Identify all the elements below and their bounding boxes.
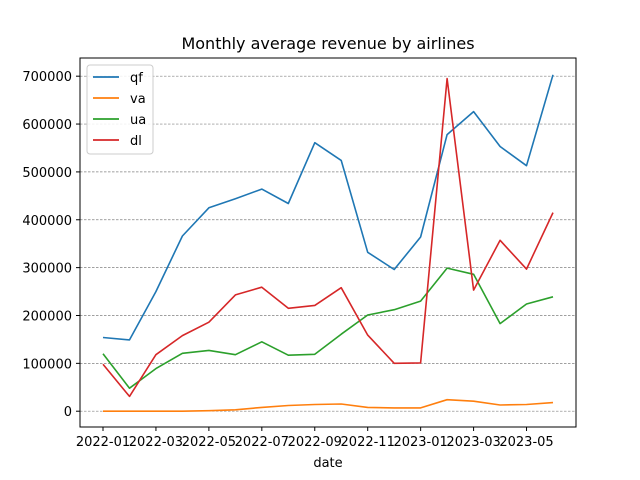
- y-tick-label: 100000: [22, 357, 72, 372]
- series-line-qf: [102, 74, 554, 341]
- grid-lines: [80, 75, 576, 412]
- y-tick-label: 500000: [22, 166, 72, 181]
- legend-label-ua: ua: [130, 113, 146, 128]
- y-tick-label: 300000: [22, 262, 72, 277]
- y-tick-label: 400000: [22, 214, 72, 229]
- y-tick-label: 200000: [22, 309, 72, 324]
- legend-label-qf: qf: [130, 71, 143, 86]
- legend-box: [86, 64, 154, 155]
- y-axis: 0 100000 200000 300000 400000 500000 600000 700…: [22, 70, 80, 420]
- series-line-va: [103, 398, 554, 413]
- series-line-dl: [102, 77, 554, 398]
- plot-frame: [79, 57, 577, 428]
- legend: qf va ua dl: [86, 64, 154, 155]
- series-lines: [102, 74, 554, 413]
- x-tick-label: 2023-05: [499, 435, 553, 450]
- y-tick-label: 0: [64, 405, 72, 420]
- x-tick-label: 2022-09: [288, 435, 342, 450]
- series-line-ua: [102, 267, 554, 390]
- x-tick-label: 2022-05: [182, 435, 236, 450]
- y-tick-label: 700000: [22, 70, 72, 85]
- x-tick-label: 2022-11: [341, 435, 395, 450]
- y-tick-label: 600000: [22, 118, 72, 133]
- legend-label-dl: dl: [130, 134, 142, 149]
- x-axis-label: date: [313, 456, 342, 471]
- x-tick-label: 2022-01: [76, 435, 130, 450]
- chart-title: Monthly average revenue by airlines: [181, 34, 474, 53]
- x-tick-label: 2022-03: [129, 435, 183, 450]
- x-tick-label: 2022-07: [235, 435, 289, 450]
- x-axis: 2022-012022-032022-052022-072022-092022-…: [76, 427, 554, 450]
- x-tick-label: 2023-03: [446, 435, 500, 450]
- x-tick-label: 2023-01: [393, 435, 447, 450]
- legend-label-va: va: [130, 92, 146, 107]
